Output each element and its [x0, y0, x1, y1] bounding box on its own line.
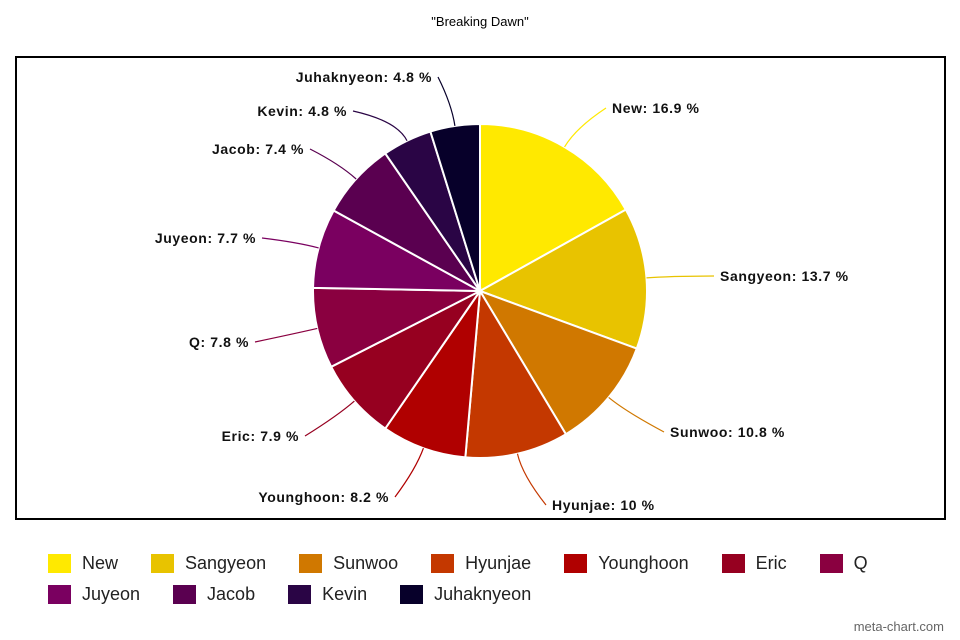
legend-swatch [173, 585, 197, 604]
legend-label: Jacob [207, 584, 256, 604]
data-label: Sangyeon: 13.7 % [720, 268, 849, 284]
legend-label: Younghoon [598, 553, 689, 573]
data-label: New: 16.9 % [612, 100, 700, 116]
connector-line [646, 275, 715, 279]
data-label: Kevin: 4.8 % [257, 103, 347, 119]
connector-line [304, 400, 355, 437]
connector-line [394, 447, 424, 498]
legend-item[interactable]: Jacob [173, 584, 255, 605]
legend-item[interactable]: Eric [721, 553, 787, 574]
connector-line [516, 453, 547, 506]
data-label: Q: 7.8 % [189, 334, 249, 350]
legend-item[interactable]: Sangyeon [151, 553, 266, 574]
legend-item[interactable]: Q [819, 553, 868, 574]
legend-swatch [299, 554, 323, 573]
legend-swatch [288, 585, 312, 604]
pie-slice-new[interactable] [479, 122, 628, 293]
data-label: Eric: 7.9 % [222, 428, 299, 444]
legend-label: Q [853, 553, 868, 573]
legend-label: Sangyeon [185, 553, 267, 573]
connector-line [352, 110, 408, 142]
legend-swatch [48, 554, 71, 573]
legend-label: Sunwoo [333, 553, 399, 573]
legend-label: New [82, 553, 119, 573]
data-label: Sunwoo: 10.8 % [670, 424, 785, 440]
connector-line [309, 148, 357, 180]
legend-label: Juhaknyeon [434, 584, 532, 604]
chart-title: "Breaking Dawn" [431, 14, 529, 29]
connector-line [608, 396, 665, 433]
pie-slice-hyunjae[interactable] [464, 287, 568, 459]
legend-item[interactable]: Younghoon [564, 553, 689, 574]
legend-swatch [48, 585, 71, 604]
legend-item[interactable]: Hyunjae [431, 553, 531, 574]
connector-line [254, 327, 318, 343]
legend-swatch [819, 554, 843, 573]
legend-swatch [721, 554, 745, 573]
legend-label: Eric [755, 553, 787, 573]
legend-item[interactable]: New [48, 553, 118, 574]
legend-item[interactable]: Sunwoo [299, 553, 398, 574]
legend-item[interactable]: Juhaknyeon [400, 584, 531, 605]
pie-slice-juhaknyeon[interactable] [429, 122, 481, 292]
legend-swatch [431, 554, 455, 573]
legend-row: Juyeon Jacob Kevin Juhaknyeon [48, 579, 928, 610]
connector-line [564, 107, 607, 148]
data-label: Juyeon: 7.7 % [155, 230, 256, 246]
data-label: Jacob: 7.4 % [212, 141, 304, 157]
legend-swatch [151, 554, 175, 573]
legend-item[interactable]: Juyeon [48, 584, 140, 605]
credit-text: meta-chart.com [853, 619, 944, 634]
data-label: Juhaknyeon: 4.8 % [296, 69, 432, 85]
connector-line [437, 76, 456, 126]
legend-label: Hyunjae [465, 553, 532, 573]
legend-swatch [400, 585, 424, 604]
data-label: Hyunjae: 10 % [552, 497, 655, 513]
legend: New Sangyeon Sunwoo Hyunjae Younghoon Eric Q J… [48, 548, 928, 610]
legend-label: Kevin [322, 584, 368, 604]
legend-label: Juyeon [82, 584, 141, 604]
pie-slice-sunwoo[interactable] [477, 289, 639, 436]
legend-item[interactable]: Kevin [288, 584, 367, 605]
chart-frame [15, 56, 946, 520]
connector-line [261, 237, 319, 249]
legend-swatch [564, 554, 588, 573]
data-label: Younghoon: 8.2 % [258, 489, 389, 505]
legend-row: New Sangyeon Sunwoo Hyunjae Younghoon Eric Q [48, 548, 928, 579]
